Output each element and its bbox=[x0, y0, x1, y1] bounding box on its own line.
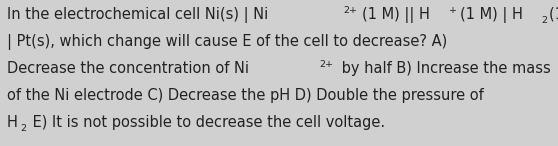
Text: 2: 2 bbox=[21, 124, 27, 133]
Text: In the electrochemical cell Ni(s) | Ni: In the electrochemical cell Ni(s) | Ni bbox=[7, 7, 268, 23]
Text: 2+: 2+ bbox=[319, 60, 333, 69]
Text: 2: 2 bbox=[541, 16, 547, 25]
Text: H: H bbox=[7, 115, 17, 130]
Text: (1 M) | H: (1 M) | H bbox=[460, 7, 523, 23]
Text: 2+: 2+ bbox=[344, 6, 358, 15]
Text: of the Ni electrode C) Decrease the pH D) Double the pressure of: of the Ni electrode C) Decrease the pH D… bbox=[7, 88, 483, 103]
Text: E) It is not possible to decrease the cell voltage.: E) It is not possible to decrease the ce… bbox=[28, 115, 386, 130]
Text: (1 atm): (1 atm) bbox=[549, 7, 558, 22]
Text: +: + bbox=[449, 6, 458, 15]
Text: by half B) Increase the mass: by half B) Increase the mass bbox=[337, 61, 551, 76]
Text: Decrease the concentration of Ni: Decrease the concentration of Ni bbox=[7, 61, 249, 76]
Text: (1 M) || H: (1 M) || H bbox=[362, 7, 430, 23]
Text: | Pt(s), which change will cause E of the cell to decrease? A): | Pt(s), which change will cause E of th… bbox=[7, 34, 447, 50]
